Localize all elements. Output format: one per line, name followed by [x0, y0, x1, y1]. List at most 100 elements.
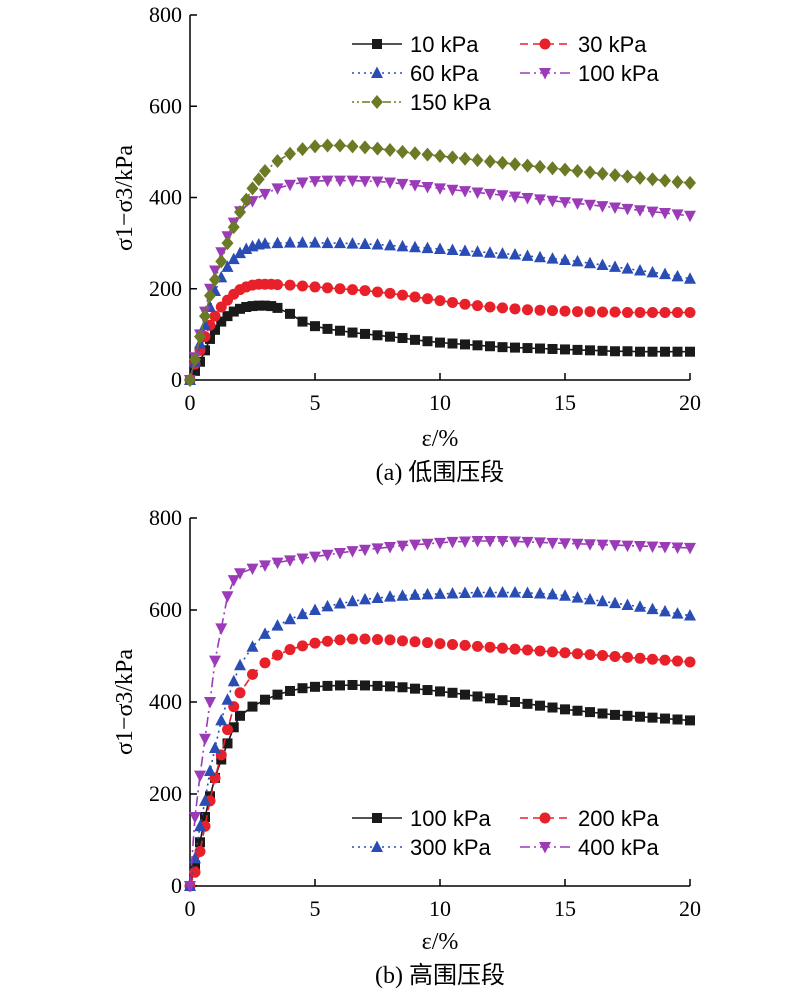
data-point	[221, 591, 234, 603]
data-point	[647, 653, 658, 665]
data-point	[359, 633, 371, 645]
data-point	[521, 158, 534, 173]
legend-marker	[539, 842, 551, 854]
data-point	[296, 553, 309, 565]
data-point	[571, 538, 584, 551]
data-point	[460, 689, 470, 700]
data-point	[621, 203, 634, 216]
legend-label: 100 kPa	[578, 61, 659, 86]
data-point	[296, 607, 309, 620]
data-point	[596, 539, 609, 552]
data-point	[194, 329, 206, 344]
data-point	[434, 242, 446, 255]
y-tick-label: 400	[149, 689, 182, 714]
data-point	[596, 594, 609, 607]
legend-label: 400 kPa	[578, 835, 659, 860]
legend-label: 10 kPa	[410, 32, 479, 57]
y-tick-label: 400	[149, 185, 182, 210]
y-tick-label: 0	[171, 873, 182, 898]
series-400-kpa	[184, 536, 696, 893]
data-point	[584, 165, 596, 180]
data-point	[572, 705, 583, 716]
legend-label: 150 kPa	[410, 90, 491, 115]
data-point	[272, 649, 283, 661]
data-point	[584, 649, 596, 661]
data-point	[571, 591, 584, 603]
data-point	[234, 246, 246, 259]
data-point	[409, 291, 421, 303]
data-point	[266, 301, 277, 312]
data-point	[447, 687, 458, 698]
data-point	[309, 281, 321, 293]
data-point	[647, 346, 658, 357]
data-point	[659, 541, 671, 554]
series-line	[189, 684, 691, 887]
data-point	[609, 202, 621, 215]
data-point	[671, 269, 684, 282]
x-axis-title: ε/%	[422, 929, 459, 955]
data-point	[347, 679, 358, 690]
data-point	[259, 237, 271, 249]
data-point	[546, 252, 559, 264]
data-point	[372, 330, 383, 341]
y-tick-label: 200	[149, 276, 182, 301]
y-tick-label: 800	[149, 2, 182, 27]
data-point	[321, 138, 334, 153]
data-point	[321, 236, 334, 249]
data-point	[510, 342, 520, 353]
data-point	[259, 164, 271, 179]
data-point	[371, 591, 384, 604]
data-point	[384, 590, 396, 602]
data-point	[646, 206, 659, 219]
legend-marker	[539, 68, 551, 80]
data-point	[227, 575, 240, 587]
data-point	[684, 656, 696, 668]
data-point	[234, 687, 246, 699]
data-point	[596, 166, 609, 181]
y-tick-label: 0	[171, 367, 182, 392]
data-point	[309, 603, 321, 615]
data-point	[184, 881, 196, 893]
data-point	[597, 306, 608, 318]
data-point	[522, 304, 533, 316]
data-point	[271, 557, 284, 570]
data-point	[609, 596, 621, 609]
data-point	[671, 209, 684, 221]
data-point	[521, 536, 534, 549]
data-point	[396, 589, 409, 601]
data-point	[334, 547, 346, 560]
data-point	[409, 539, 421, 552]
chart-caption: (b) 高围压段	[375, 962, 505, 989]
y-tick-label: 600	[149, 597, 182, 622]
data-point	[509, 248, 521, 260]
data-point	[347, 284, 358, 296]
data-point	[321, 549, 334, 562]
data-point	[634, 264, 646, 276]
x-tick-label: 10	[429, 390, 451, 415]
data-point	[621, 169, 634, 184]
data-point	[384, 143, 396, 158]
data-point	[634, 600, 646, 612]
data-point	[397, 635, 408, 647]
data-point	[509, 586, 521, 598]
data-point	[559, 162, 571, 177]
data-point	[195, 837, 205, 848]
data-point	[297, 280, 308, 292]
data-point	[240, 192, 253, 207]
data-point	[647, 712, 658, 723]
data-point	[684, 272, 696, 284]
data-point	[259, 188, 271, 201]
data-point	[509, 157, 521, 172]
x-tick-label: 10	[429, 896, 451, 921]
data-point	[472, 691, 483, 702]
data-point	[310, 681, 320, 692]
data-point	[672, 655, 683, 667]
data-point	[421, 587, 434, 600]
data-point	[385, 331, 395, 342]
x-tick-label: 5	[310, 896, 321, 921]
data-point	[472, 300, 483, 312]
data-point	[284, 146, 296, 161]
data-point	[671, 607, 684, 619]
data-point	[546, 587, 559, 600]
